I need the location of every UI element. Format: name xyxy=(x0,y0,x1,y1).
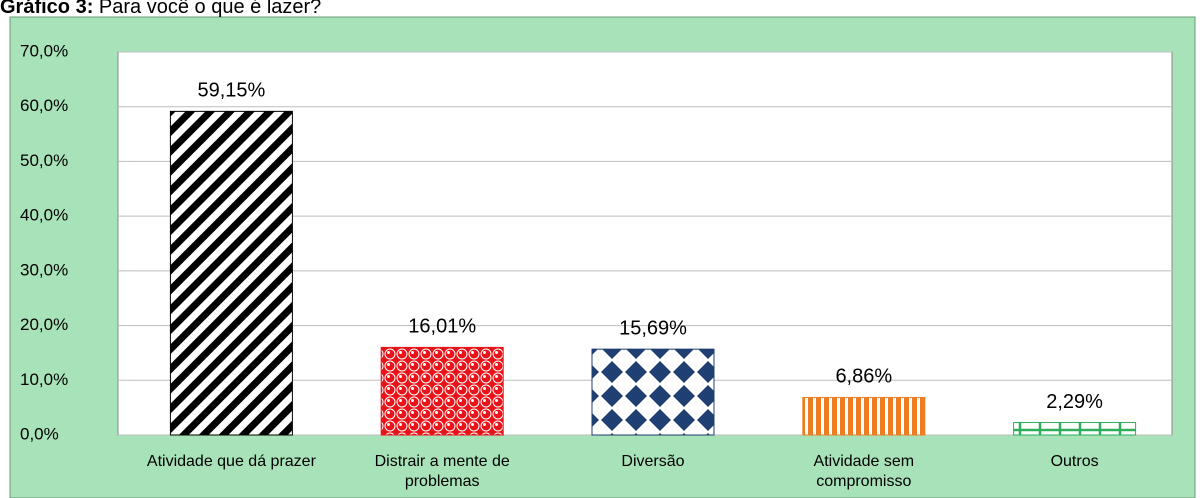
data-label: 16,01% xyxy=(408,316,476,338)
x-tick-label: Distrair a mente de problemas xyxy=(374,453,510,490)
x-tick-label: Atividade sem compromisso xyxy=(813,453,915,490)
y-tick-label: 0,0% xyxy=(20,424,59,443)
title-text: Para você o que é lazer? xyxy=(99,0,321,18)
bar xyxy=(169,110,293,436)
data-label: 59,15% xyxy=(197,80,265,102)
x-tick-label: Diversão xyxy=(621,453,685,470)
y-tick-label: 20,0% xyxy=(20,315,68,334)
bar xyxy=(1013,421,1137,436)
bar xyxy=(802,396,926,436)
y-tick-label: 50,0% xyxy=(20,151,68,170)
chart-title: Gráfico 3: Para você o que é lazer? xyxy=(0,0,321,18)
y-tick-label: 70,0% xyxy=(20,41,68,60)
bar xyxy=(380,346,504,436)
bar xyxy=(591,348,715,436)
y-tick-label: 40,0% xyxy=(20,206,68,225)
x-tick-label: Atividade que dá prazer xyxy=(146,453,316,470)
title-label: Gráfico 3: xyxy=(0,0,93,18)
y-tick-label: 30,0% xyxy=(20,260,68,279)
x-tick-label: Outros xyxy=(1050,453,1099,470)
data-label: 2,29% xyxy=(1046,391,1103,413)
data-label: 15,69% xyxy=(619,317,687,339)
y-tick-label: 10,0% xyxy=(20,370,68,389)
y-tick-label: 60,0% xyxy=(20,96,68,115)
data-label: 6,86% xyxy=(835,366,892,388)
